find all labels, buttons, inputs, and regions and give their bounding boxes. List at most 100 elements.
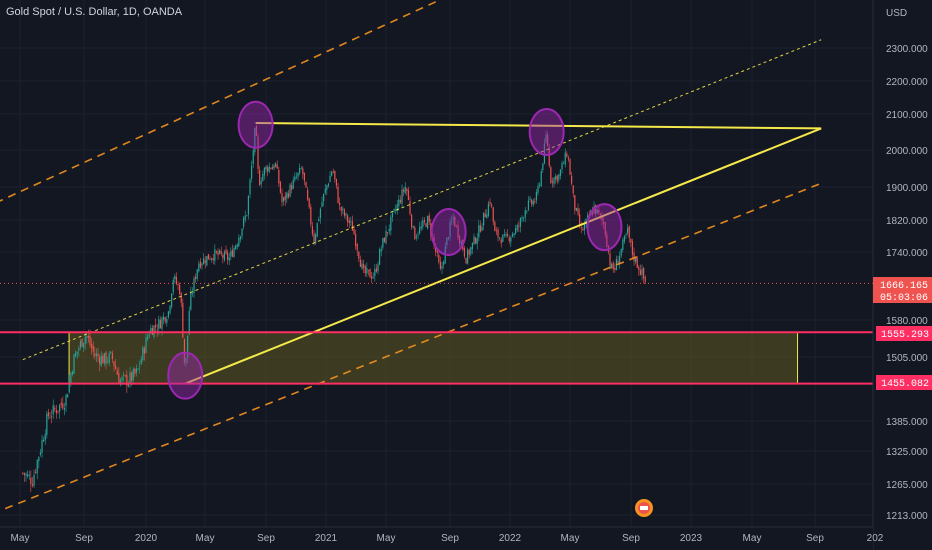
candle-body [620, 248, 622, 256]
candle-body [89, 335, 91, 345]
candle-body [479, 225, 482, 232]
candle-body [199, 261, 202, 268]
candle-body [142, 347, 144, 361]
candle-body [94, 353, 96, 356]
candle-body [302, 168, 304, 175]
candle-body [470, 247, 472, 255]
candle-body [356, 244, 358, 251]
candle-body [553, 177, 555, 185]
candle-body [70, 373, 72, 384]
candle-body [387, 232, 389, 233]
candle-body [251, 165, 253, 179]
candle-body [198, 263, 200, 272]
time-tick-label: May [11, 533, 30, 544]
candle-body [399, 199, 402, 203]
candle-body [179, 284, 181, 294]
candle-body [244, 215, 246, 220]
time-tick-label: May [743, 533, 762, 544]
candle-body [334, 170, 336, 180]
candle-body [83, 342, 85, 348]
candle-body [542, 163, 544, 170]
candle-body [463, 248, 466, 257]
pattern-marker[interactable] [586, 203, 623, 252]
candle-body [214, 249, 216, 261]
candle-body [343, 209, 346, 216]
candle-body [409, 201, 411, 214]
candle-body [76, 351, 78, 354]
candle-body [230, 251, 232, 257]
candle-body [617, 260, 619, 264]
candle-body [543, 143, 546, 164]
candle-body [491, 204, 493, 207]
candle-body [255, 126, 258, 136]
candle-body [596, 209, 598, 213]
candle-body [577, 208, 579, 215]
trendline[interactable] [255, 122, 822, 130]
candle-body [203, 258, 205, 265]
price-tick-label: 2000.000 [886, 146, 928, 157]
candle-body [121, 377, 123, 381]
channel-line[interactable] [22, 39, 822, 361]
candle-body [28, 475, 30, 477]
candle-body [324, 188, 326, 193]
candle-body [238, 237, 240, 247]
candle-body [297, 172, 299, 177]
candle-body [236, 244, 238, 248]
tradingview-logo-icon[interactable] [635, 499, 653, 517]
pattern-marker[interactable] [167, 351, 204, 400]
candle-body [411, 214, 413, 227]
time-tick-label: Sep [441, 533, 459, 544]
candle-body [118, 373, 120, 384]
candle-body [283, 197, 285, 202]
candle-body [499, 237, 501, 239]
channel-line[interactable] [0, 0, 566, 232]
time-axis-panel[interactable] [0, 527, 873, 550]
candle-body [169, 305, 171, 313]
candle-body [215, 251, 218, 253]
candle-body [158, 319, 160, 329]
candle-body [99, 357, 101, 364]
candle-body [211, 258, 213, 260]
zone-rect[interactable] [68, 331, 799, 385]
candle-body [260, 181, 262, 184]
candle-body [134, 368, 136, 374]
candle-body [628, 226, 630, 238]
candle-body [159, 319, 162, 329]
pattern-marker[interactable] [528, 108, 565, 156]
candle-body [279, 181, 282, 193]
candle-body [59, 404, 61, 412]
lower-level-tag: 1455.082 [876, 375, 932, 390]
price-axis-panel[interactable] [873, 0, 932, 550]
candle-body [502, 234, 504, 242]
price-tick-label: 1385.000 [886, 417, 928, 428]
candle-body [351, 221, 354, 231]
channel-lines [0, 0, 822, 514]
candle-body [124, 375, 126, 377]
candle-body [265, 166, 267, 170]
candle-body [209, 259, 211, 261]
candle-body [419, 227, 421, 234]
pattern-marker[interactable] [237, 100, 274, 149]
candle-body [340, 206, 342, 212]
candle-body [582, 229, 584, 231]
candle-body [147, 336, 149, 340]
channel-line[interactable] [0, 182, 822, 514]
candle-body [587, 215, 589, 218]
candle-body [443, 262, 445, 265]
pattern-marker[interactable] [430, 208, 467, 256]
trendline[interactable] [184, 127, 822, 385]
candle-body [585, 218, 587, 225]
candle-body [548, 147, 550, 166]
candle-body [382, 238, 384, 248]
candle-body [643, 267, 645, 279]
candle-body [190, 292, 192, 310]
candle-body [115, 365, 117, 370]
candle-body [223, 251, 226, 261]
candle-body [295, 176, 298, 178]
price-tick-label: 1580.000 [886, 316, 928, 327]
candle-body [388, 228, 390, 232]
candle-body [406, 188, 408, 192]
candle-body [503, 234, 506, 236]
candle-body [475, 237, 477, 244]
